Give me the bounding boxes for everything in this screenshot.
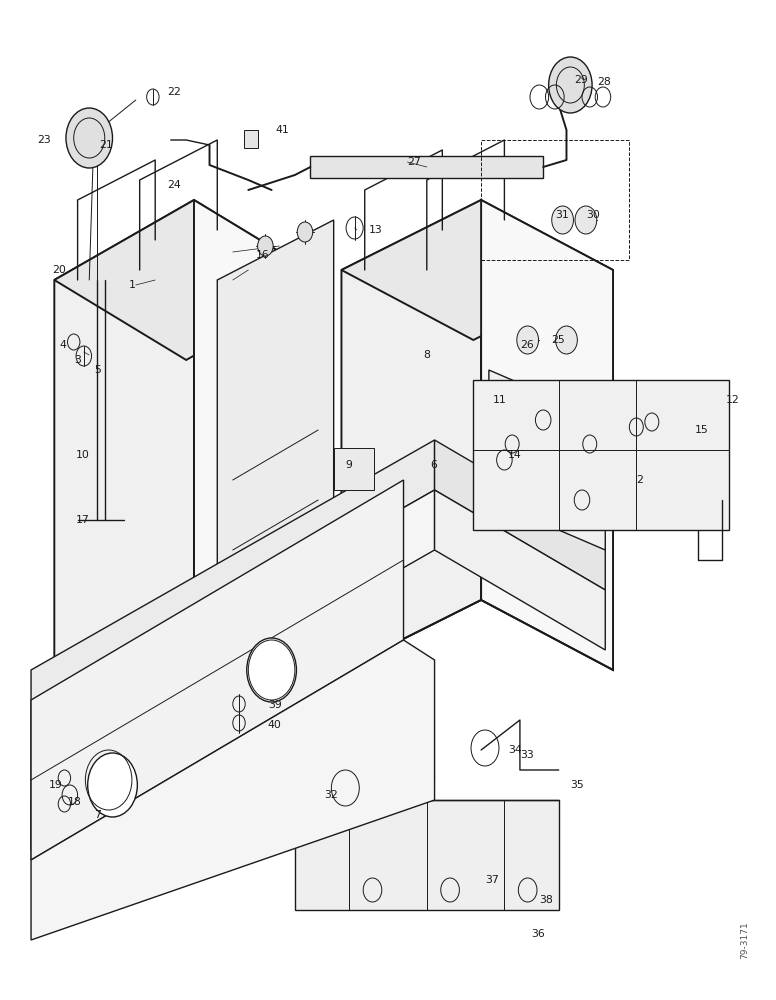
Polygon shape [31,440,435,720]
Text: 19: 19 [48,780,62,790]
Text: 21: 21 [99,140,113,150]
Text: 10: 10 [75,450,89,460]
Polygon shape [54,200,326,360]
Text: 25: 25 [551,335,565,345]
Text: 22: 22 [167,87,181,97]
Polygon shape [31,490,435,780]
Circle shape [552,206,573,234]
Circle shape [556,326,577,354]
Text: 14: 14 [508,450,522,460]
Text: 12: 12 [726,395,740,405]
Text: 2: 2 [636,475,643,485]
Polygon shape [194,200,326,680]
Polygon shape [31,640,435,940]
Polygon shape [217,220,334,620]
Text: 16: 16 [256,250,270,260]
Text: 26: 26 [520,340,534,350]
Polygon shape [54,200,194,690]
Bar [481,140,629,260]
Circle shape [66,108,113,168]
Bar [310,156,543,178]
Polygon shape [489,370,605,550]
Text: 37: 37 [485,875,499,885]
Circle shape [517,326,539,354]
Circle shape [575,206,597,234]
Text: 1: 1 [129,280,136,290]
Text: 34: 34 [508,745,522,755]
Polygon shape [31,630,295,850]
Text: 11: 11 [493,395,507,405]
Text: 18: 18 [68,797,81,807]
Text: 28: 28 [598,77,611,87]
Text: 29: 29 [574,75,588,85]
Text: 4: 4 [59,340,66,350]
Text: 38: 38 [539,895,553,905]
Polygon shape [341,200,481,670]
Text: 36: 36 [532,929,546,939]
Text: 24: 24 [167,180,181,190]
Text: 8: 8 [423,350,430,360]
Text: 17: 17 [75,515,89,525]
Polygon shape [435,440,605,590]
Text: 40: 40 [268,720,282,730]
Polygon shape [435,490,605,650]
Circle shape [549,57,592,113]
Text: 33: 33 [520,750,534,760]
Text: 20: 20 [52,265,66,275]
Polygon shape [341,200,613,340]
Text: 23: 23 [36,135,50,145]
Text: 6: 6 [431,460,438,470]
Polygon shape [473,380,729,530]
Polygon shape [31,650,435,860]
Text: 27: 27 [407,157,421,167]
Polygon shape [481,200,613,670]
Text: 32: 32 [324,790,338,800]
Bar [244,130,258,148]
Text: 39: 39 [268,700,282,710]
Text: 7: 7 [94,810,101,820]
Text: 13: 13 [369,225,383,235]
Text: 15: 15 [695,425,708,435]
Text: 79-3171: 79-3171 [740,921,750,959]
Text: 31: 31 [555,210,569,220]
Text: 3: 3 [74,355,81,365]
Text: 30: 30 [586,210,600,220]
Polygon shape [295,800,559,910]
Bar [334,448,374,490]
Text: 9: 9 [345,460,352,470]
Circle shape [258,236,273,256]
Text: 41: 41 [275,125,289,135]
Polygon shape [31,480,404,860]
Text: 35: 35 [570,780,584,790]
Text: 5: 5 [94,365,101,375]
Circle shape [247,638,296,702]
Circle shape [297,222,313,242]
Circle shape [88,753,137,817]
